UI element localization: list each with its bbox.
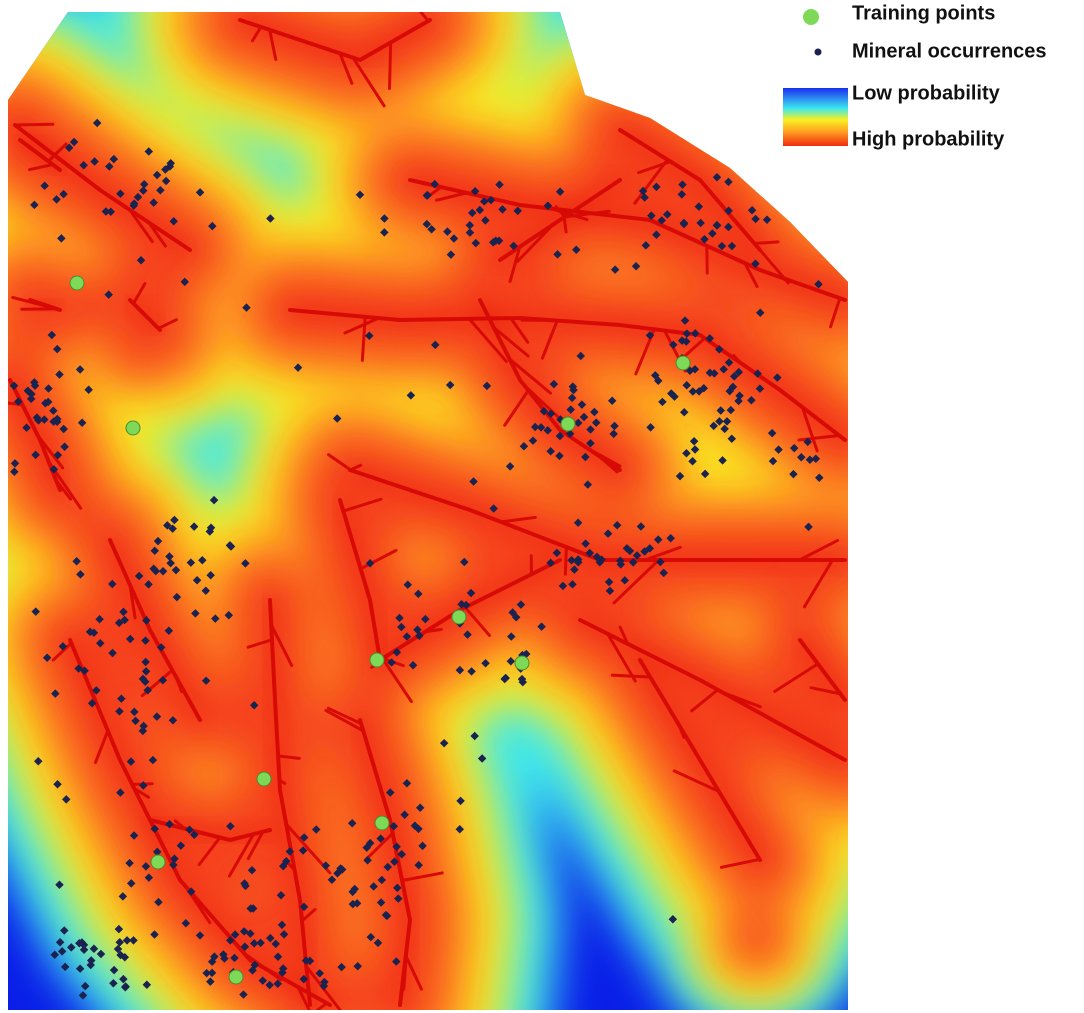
- training-point: [370, 653, 384, 667]
- legend-label: High probability: [852, 128, 1005, 150]
- map: [0, 0, 862, 1013]
- legend-label: Mineral occurrences: [852, 40, 1047, 62]
- training-point: [676, 356, 690, 370]
- fault-splay: [754, 242, 778, 244]
- legend-label: Training points: [852, 2, 995, 24]
- legend: Training points Mineral occurrences Low …: [783, 2, 1047, 150]
- page: {"legend": {"training_points": "Training…: [0, 0, 1084, 1013]
- training-point: [561, 417, 575, 431]
- legend-color-ramp: [783, 88, 848, 146]
- training-point: [257, 772, 271, 786]
- probability-blob: [108, 340, 148, 380]
- legend-label: Low probability: [852, 82, 1001, 104]
- fault-splay: [565, 547, 566, 574]
- fault-splay: [15, 124, 53, 125]
- training-point: [229, 970, 243, 984]
- training-point: [70, 276, 84, 290]
- training-point: [375, 816, 389, 830]
- legend-occurrence-symbol: [815, 49, 822, 56]
- training-point: [126, 421, 140, 435]
- fault-splay: [612, 675, 650, 677]
- probability-blob: [729, 910, 785, 966]
- legend-training-symbol: [803, 9, 819, 25]
- training-point: [452, 610, 466, 624]
- fault-splay: [389, 42, 390, 88]
- map-figure: Training points Mineral occurrences Low …: [0, 0, 1084, 1013]
- training-point: [515, 656, 529, 670]
- training-point: [151, 855, 165, 869]
